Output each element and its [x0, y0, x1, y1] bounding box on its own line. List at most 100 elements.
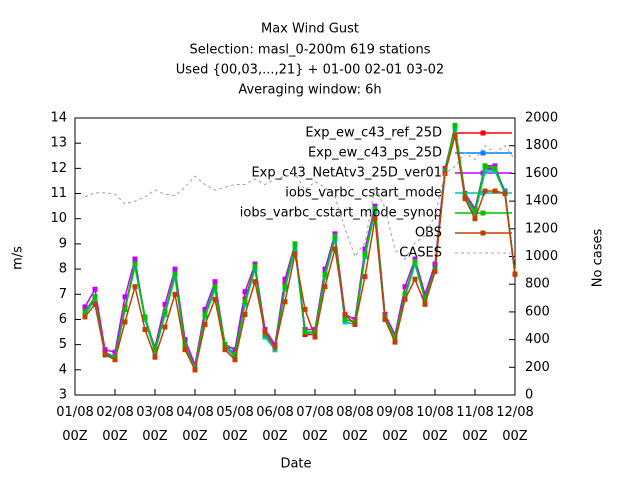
data-point	[472, 216, 478, 222]
data-point	[112, 349, 118, 355]
data-point	[242, 299, 248, 305]
data-point	[332, 233, 338, 239]
data-point	[472, 208, 478, 214]
legend-label: Exp_ew_c43_ref_25D	[305, 126, 442, 141]
y-tick-label: 9	[59, 236, 67, 251]
data-point	[352, 321, 358, 327]
data-point	[292, 241, 298, 247]
x-tick-label: 01/08 00Z	[56, 405, 93, 444]
data-point	[172, 291, 178, 297]
legend-label: iobs_varbc_cstart_mode_synop	[240, 206, 442, 221]
data-point	[102, 352, 108, 358]
y2-tick-label: 1000	[525, 249, 558, 264]
y2-tick-label: 1200	[525, 221, 558, 236]
data-point	[182, 342, 188, 348]
legend-label: iobs_varbc_cstart_mode	[285, 186, 442, 201]
data-point	[492, 163, 498, 169]
y-axis-label: m/s	[11, 246, 26, 270]
series-line	[84, 125, 516, 373]
data-point	[342, 319, 348, 325]
x-tick-label: 12/08 00Z	[496, 405, 533, 444]
data-point	[162, 324, 168, 330]
legend-marker	[480, 230, 486, 236]
y2-tick-label: 1600	[525, 166, 558, 181]
y-tick-label: 12	[50, 161, 67, 176]
y2-tick-label: 1400	[525, 194, 558, 209]
data-point	[202, 311, 208, 317]
data-point	[172, 266, 178, 272]
data-point	[372, 216, 378, 222]
y-tick-label: 8	[59, 262, 67, 277]
x-tick-label: 02/08 00Z	[96, 405, 133, 444]
data-point	[402, 296, 408, 302]
data-point	[212, 279, 218, 285]
data-point	[122, 306, 128, 312]
data-point	[82, 304, 88, 310]
data-point	[402, 291, 408, 297]
chart-title: Max Wind Gust	[261, 22, 359, 37]
data-point	[482, 188, 488, 194]
y2-tick-label: 200	[525, 360, 550, 375]
data-point	[342, 311, 348, 317]
data-point	[182, 347, 188, 353]
data-point	[162, 301, 168, 307]
data-point	[202, 306, 208, 312]
data-point	[282, 276, 288, 282]
data-point	[232, 357, 238, 363]
legend-label: Exp_c43_NetAtv3_25D_ver01	[251, 166, 442, 181]
data-point	[142, 314, 148, 320]
data-point	[322, 284, 328, 290]
series-line	[84, 145, 516, 261]
data-point	[412, 276, 418, 282]
x-tick-label: 08/08 00Z	[336, 405, 373, 444]
data-point	[292, 251, 298, 257]
data-point	[202, 321, 208, 327]
data-point	[492, 188, 498, 194]
data-point	[232, 347, 238, 353]
data-point	[332, 231, 338, 237]
data-point	[312, 334, 318, 340]
data-point	[172, 271, 178, 277]
x-axis-label: Date	[280, 457, 311, 472]
data-point	[272, 347, 278, 353]
data-point	[212, 296, 218, 302]
data-point	[312, 329, 318, 335]
data-point	[122, 319, 128, 325]
data-point	[132, 284, 138, 290]
y2-axis-label: No cases	[591, 229, 606, 288]
data-point	[362, 251, 368, 257]
x-tick-label: 10/08 00Z	[416, 405, 453, 444]
legend-marker	[480, 150, 486, 156]
data-point	[222, 347, 228, 353]
y-tick-label: 11	[50, 186, 67, 201]
legend-label: Exp_ew_c43_ps_25D	[308, 146, 442, 161]
data-point	[392, 339, 398, 345]
data-point	[402, 284, 408, 290]
y-tick-label: 4	[59, 362, 67, 377]
data-point	[162, 309, 168, 315]
y2-tick-label: 1800	[525, 138, 558, 153]
data-point	[282, 284, 288, 290]
data-point	[272, 344, 278, 350]
x-tick-label: 03/08 00Z	[136, 405, 173, 444]
y2-tick-label: 2000	[525, 111, 558, 126]
data-point	[282, 299, 288, 305]
x-tick-label: 11/08 00Z	[456, 405, 493, 444]
y-tick-label: 5	[59, 337, 67, 352]
data-point	[142, 327, 148, 333]
legend-label: CASES	[399, 246, 442, 261]
data-point	[372, 203, 378, 209]
data-point	[252, 264, 258, 270]
data-point	[492, 168, 498, 174]
data-point	[302, 332, 308, 338]
y-tick-label: 14	[50, 111, 67, 126]
data-point	[482, 168, 488, 174]
x-tick-label: 07/08 00Z	[296, 405, 333, 444]
data-point	[212, 284, 218, 290]
x-tick-label: 05/08 00Z	[216, 405, 253, 444]
data-point	[262, 334, 268, 340]
data-point	[192, 367, 198, 373]
y2-tick-label: 0	[525, 388, 533, 403]
data-point	[512, 271, 518, 277]
